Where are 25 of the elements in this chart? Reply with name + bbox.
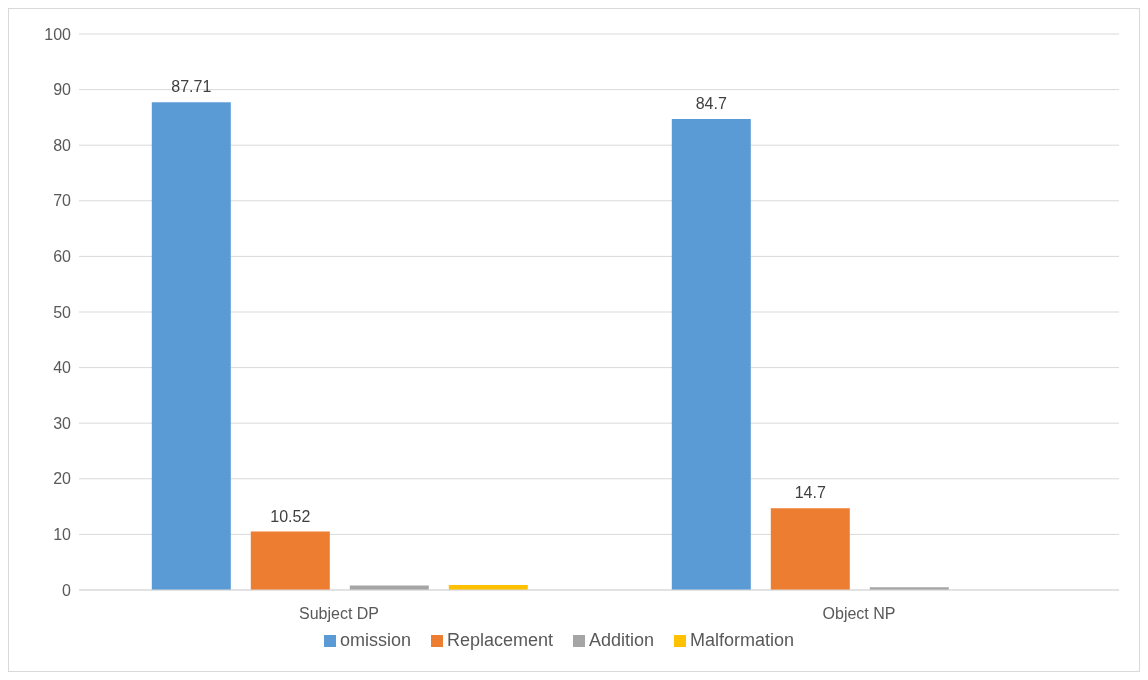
x-tick-label: Object NP	[822, 605, 896, 623]
y-tick-label: 80	[53, 136, 72, 154]
data-label: 10.52	[270, 507, 311, 525]
bar	[671, 119, 751, 590]
bar	[770, 508, 850, 590]
x-tick-label: Subject DP	[298, 605, 380, 623]
y-tick-label: 50	[53, 303, 72, 321]
legend-label: Replacement	[446, 630, 553, 650]
y-tick-label: 40	[53, 359, 72, 377]
data-label: 14.7	[794, 484, 826, 502]
data-label: 87.71	[171, 78, 212, 96]
y-tick-label: 10	[53, 526, 72, 544]
data-label: 84.7	[695, 95, 727, 113]
y-tick-label: 0	[62, 581, 72, 599]
y-tick-label: 60	[53, 248, 72, 266]
y-tick-label: 100	[44, 25, 72, 43]
bar	[250, 531, 330, 590]
legend-label: Addition	[588, 630, 655, 650]
legend-label: Malformation	[690, 630, 795, 650]
y-tick-label: 90	[53, 81, 72, 99]
y-tick-label: 30	[53, 414, 72, 432]
y-tick-label: 70	[53, 192, 72, 210]
y-tick-label: 20	[53, 470, 72, 488]
bar	[151, 102, 231, 590]
legend-label: omission	[339, 630, 411, 650]
